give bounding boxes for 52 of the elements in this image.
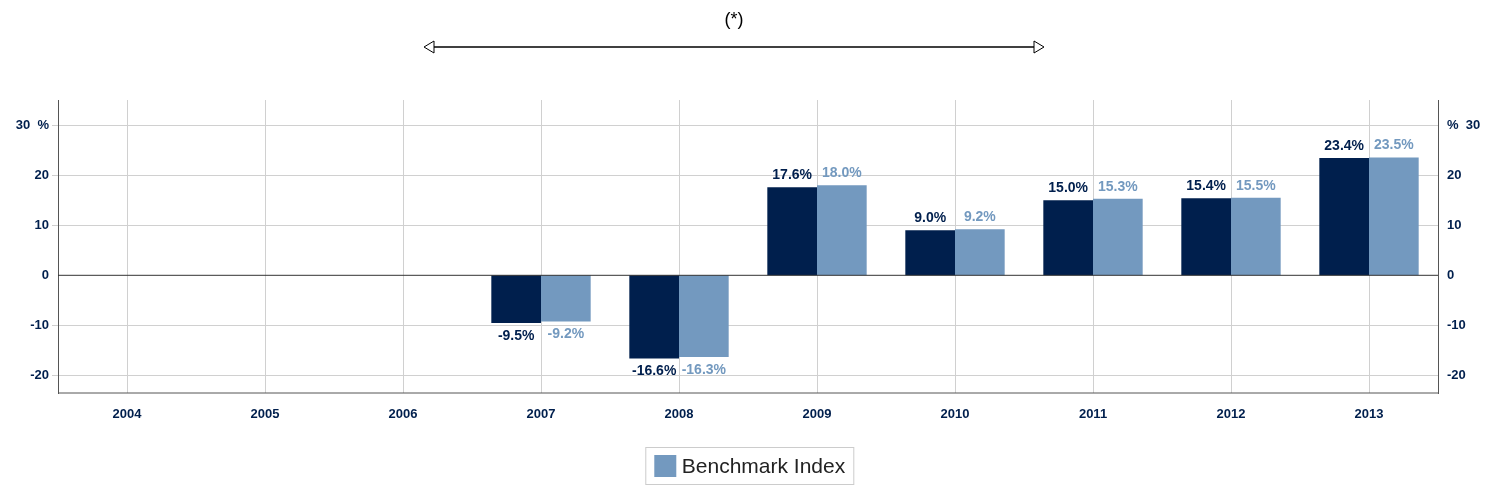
y2-tick-label: 20	[1447, 166, 1462, 182]
data-label: 15.5%	[1235, 176, 1277, 193]
text: (*)	[724, 8, 744, 29]
data-label: -9.2%	[547, 325, 585, 342]
x-tick-label: 2005	[250, 406, 280, 422]
bar	[767, 187, 817, 276]
bar	[905, 230, 955, 276]
x-tick-label: 2007	[526, 406, 556, 422]
x-tick-label: 2012	[1216, 406, 1246, 422]
y-tick-label: -10	[30, 316, 49, 332]
bar	[1043, 200, 1093, 276]
x-tick-label: 2010	[940, 406, 970, 422]
y-tick-label: 30 %	[15, 116, 50, 132]
bar	[817, 185, 867, 276]
y2-tick-label: % 30	[1447, 116, 1481, 132]
bar	[1319, 158, 1369, 276]
y2-tick-label: 10	[1447, 216, 1462, 232]
bar	[1231, 197, 1281, 276]
data-label: 23.5%	[1373, 136, 1415, 153]
y2-tick-label: 0	[1447, 266, 1455, 282]
x-tick-label: 2006	[388, 406, 418, 422]
bar	[1369, 157, 1419, 276]
y-tick-label: -20	[30, 367, 49, 383]
y2-tick-label: -20	[1447, 367, 1466, 383]
data-label: 9.2%	[963, 208, 997, 225]
x-tick-label: 2008	[664, 406, 694, 422]
x-tick-label: 2004	[112, 406, 143, 422]
y-tick-label: 20	[34, 166, 49, 182]
data-label: 15.3%	[1097, 177, 1139, 194]
bar	[679, 275, 729, 357]
data-label: 18.0%	[821, 164, 863, 180]
x-tick-label: 2009	[802, 406, 832, 422]
bar	[541, 275, 591, 322]
bar	[1093, 198, 1143, 276]
x-tick-label: 2011	[1078, 406, 1108, 422]
legend-label: Benchmark Index	[681, 454, 846, 478]
y2-tick-label: -10	[1447, 316, 1466, 332]
y-tick-label: 0	[41, 266, 49, 282]
bar	[955, 229, 1005, 276]
data-label: -16.3%	[681, 360, 727, 377]
data-label: 15.0%	[1048, 179, 1089, 196]
y-tick-label: 10	[34, 216, 49, 232]
data-label: -9.5%	[497, 326, 535, 343]
data-label: 9.0%	[914, 209, 947, 226]
data-label: 15.4%	[1186, 177, 1227, 194]
bar	[1181, 198, 1231, 276]
data-label: 17.6%	[772, 166, 813, 183]
x-tick-label: 2013	[1354, 406, 1384, 422]
data-label: 23.4%	[1324, 136, 1365, 153]
bar	[491, 275, 541, 323]
data-label: -16.6%	[631, 362, 677, 379]
bar	[629, 275, 679, 359]
